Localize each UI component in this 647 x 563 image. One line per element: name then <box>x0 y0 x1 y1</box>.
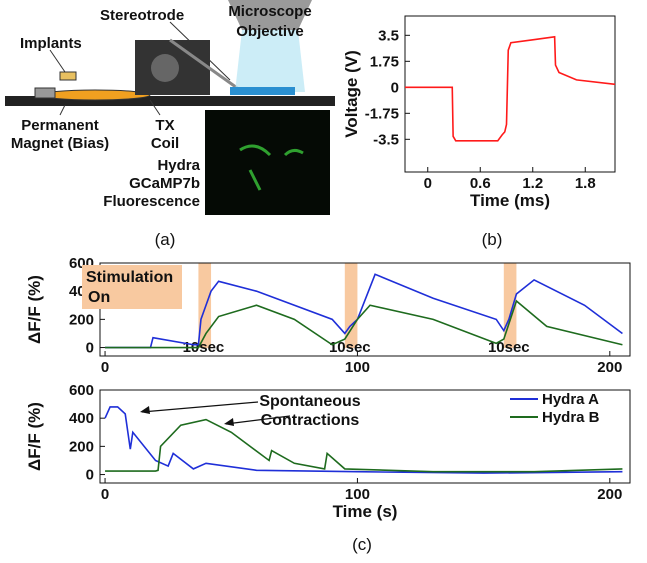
caption: (b) <box>482 230 503 249</box>
y-tick-label: 0 <box>86 340 94 357</box>
band-label: 10sec <box>183 339 225 356</box>
knob <box>151 54 179 82</box>
y-tick-label: -1.75 <box>365 105 399 122</box>
pointer <box>149 99 161 116</box>
setup-diagram: Implants Stereotrode Microscope Objective… <box>5 0 335 215</box>
pointer <box>169 21 231 81</box>
y-tick-label: -3.5 <box>373 131 399 148</box>
caption: (c) <box>352 535 372 554</box>
hydra <box>239 144 304 191</box>
fluorescence-image <box>205 110 330 215</box>
stim-band <box>198 263 212 348</box>
plot-frame <box>99 389 631 484</box>
y-tick-label: 1.75 <box>370 53 399 70</box>
label: Microscope Objective <box>228 3 311 40</box>
bench <box>5 96 335 106</box>
x-tick-label: 0 <box>101 359 109 376</box>
y-axis-label: ΔF/F (%) <box>25 275 44 344</box>
y-axis-label: Voltage (V) <box>342 50 361 138</box>
stereotrode <box>169 38 241 92</box>
stim-band <box>344 263 358 348</box>
x-tick-label: 0 <box>101 486 109 503</box>
implant <box>59 71 77 81</box>
x-axis-label: Time (ms) <box>470 191 550 210</box>
x-tick-label: 0 <box>424 175 432 192</box>
x-tick-label: 0.6 <box>470 175 491 192</box>
legend-label: Hydra B <box>542 409 600 426</box>
data-line <box>104 406 623 474</box>
label: Hydra GCaMP7b Fluorescence <box>103 157 200 210</box>
y-tick-label: 0 <box>391 79 399 96</box>
arrow <box>225 415 291 425</box>
label: TX Coil <box>151 117 179 152</box>
tx-coil <box>39 89 151 101</box>
label: Implants <box>20 35 82 52</box>
plot-frame <box>99 262 631 357</box>
label: Permanent Magnet (Bias) <box>11 117 109 152</box>
arrow <box>141 401 259 413</box>
data-line <box>105 299 623 349</box>
light-cone <box>235 30 305 92</box>
data-line <box>105 273 623 349</box>
y-axis-label: ΔF/F (%) <box>25 402 44 471</box>
dish <box>230 87 295 95</box>
x-tick-label: 200 <box>597 486 622 503</box>
plot-frame <box>404 15 616 173</box>
label: Stereotrode <box>100 7 184 24</box>
y-tick-label: 400 <box>69 410 94 427</box>
x-tick-label: 1.2 <box>522 175 543 192</box>
y-tick-label: 3.5 <box>378 27 399 44</box>
y-tick-label: 0 <box>86 467 94 484</box>
annotation: Stimulation <box>86 269 173 286</box>
y-tick-label: 200 <box>69 311 94 328</box>
band-label: 10sec <box>488 339 530 356</box>
band-label: 10sec <box>329 339 371 356</box>
y-tick-label: 600 <box>69 382 94 399</box>
arrowhead <box>140 406 150 414</box>
stim-band <box>503 263 517 348</box>
x-tick-label: 200 <box>597 359 622 376</box>
x-axis-label: Time (s) <box>333 502 398 521</box>
magnet <box>34 87 56 99</box>
caption: (a) <box>155 230 176 249</box>
legend-label: Hydra A <box>542 391 599 408</box>
annotation: Spontaneous <box>259 393 360 410</box>
pointer <box>59 104 66 116</box>
annotation: On <box>88 289 110 306</box>
x-tick-label: 1.8 <box>575 175 596 192</box>
objective <box>228 0 312 30</box>
x-tick-label: 100 <box>345 359 370 376</box>
x-tick-label: 100 <box>345 486 370 503</box>
pointer <box>49 49 66 73</box>
data-line <box>105 418 623 473</box>
arrowhead <box>224 418 234 426</box>
y-tick-label: 200 <box>69 438 94 455</box>
data-line <box>405 35 616 142</box>
annotation: Contractions <box>261 412 360 429</box>
annotation-box <box>82 265 182 309</box>
